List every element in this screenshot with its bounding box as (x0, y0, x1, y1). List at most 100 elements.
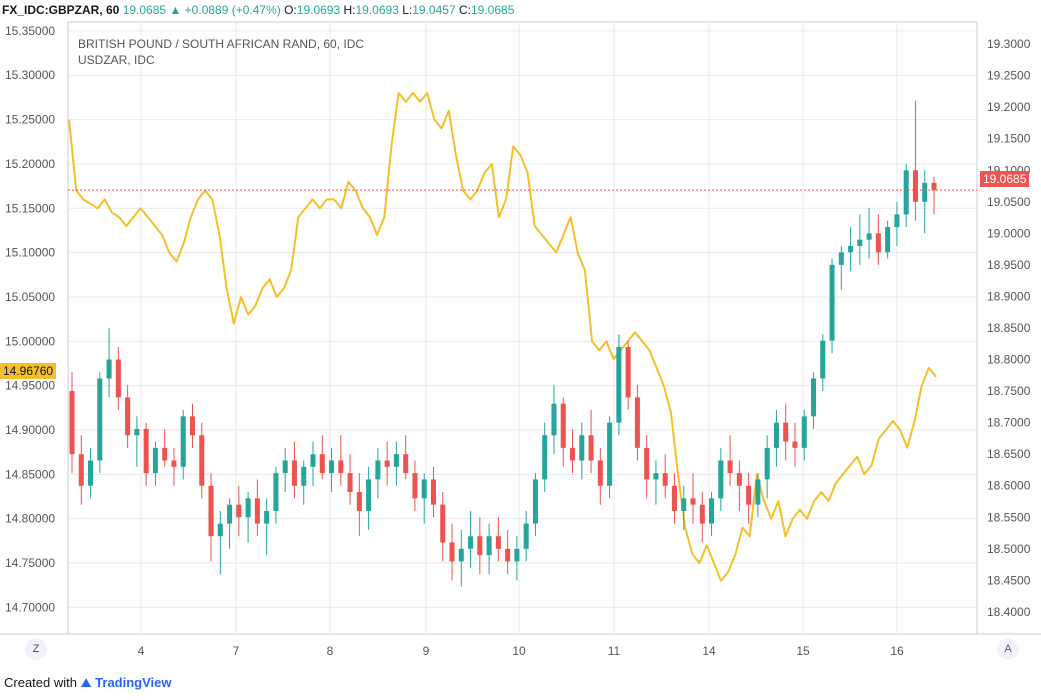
right-axis-tick-label: 18.4000 (987, 605, 1031, 619)
gbpzar-candle-body (393, 454, 399, 467)
gbpzar-candle-body (440, 504, 446, 543)
high-value: 19.0693 (355, 3, 399, 17)
gbpzar-candle-body (792, 441, 798, 448)
gbpzar-candle-body (801, 416, 807, 448)
gbpzar-candle-body (718, 460, 724, 499)
gbpzar-candle-body (217, 523, 223, 537)
low-value: 19.0457 (412, 3, 456, 17)
right-axis-tick-label: 18.7500 (987, 384, 1031, 398)
gbpzar-candle-body (875, 233, 881, 253)
gbpzar-candle-body (783, 422, 789, 442)
gbpzar-candle-body (171, 460, 177, 467)
gbpzar-candle-body (681, 498, 687, 511)
gbpzar-candle-body (486, 536, 492, 556)
gbpzar-candle-body (69, 391, 75, 455)
gbpzar-candle-body (755, 479, 761, 505)
left-axis-tick-label: 14.75000 (5, 556, 55, 570)
low-label: L: (402, 3, 413, 17)
gbpzar-candle-body (227, 504, 233, 524)
gbpzar-candle-body (319, 454, 325, 474)
gbpzar-candle-body (634, 397, 640, 448)
usdzar-last-price-tag: 14.96760 (0, 363, 57, 379)
open-value: 19.0693 (296, 3, 341, 17)
gbpzar-candle-body (468, 536, 474, 549)
plot-frame (67, 21, 978, 635)
gbpzar-candle-body (903, 170, 909, 215)
gbpzar-candle-body (125, 397, 131, 436)
left-axis-tick-label: 15.30000 (5, 68, 55, 82)
gbpzar-candle-body (542, 435, 548, 480)
gbpzar-last-price-tag: 19.0685 (980, 171, 1030, 187)
gbpzar-candle-body (310, 454, 316, 467)
gbpzar-candle-body (625, 346, 631, 398)
gbpzar-candle-body (922, 182, 928, 202)
gbpzar-candle-body (810, 378, 817, 417)
footer-brand[interactable]: TradingView (95, 675, 172, 690)
gbpzar-candle-body (421, 479, 427, 499)
gbpzar-candle-body (88, 460, 94, 486)
left-axis-tick-label: 15.35000 (5, 24, 55, 38)
x-axis-tick-label: 10 (512, 644, 526, 658)
right-axis-tick-label: 19.0500 (987, 195, 1031, 209)
gbpzar-candle-body (838, 252, 844, 265)
gbpzar-candle-body (653, 473, 659, 480)
gbpzar-candle-body (579, 435, 585, 461)
gbpzar-candle-body (848, 245, 854, 253)
open-label: O: (284, 3, 297, 17)
gbpzar-candle-body (597, 460, 603, 486)
gbpzar-candle-body (375, 460, 381, 480)
x-axis-tick-label: 9 (423, 644, 430, 658)
gbpzar-candle-body (291, 460, 297, 486)
timezone-button[interactable]: Z (25, 638, 47, 660)
right-axis-tick-label: 19.0000 (987, 226, 1031, 240)
right-axis-tick-label: 19.2500 (987, 69, 1031, 83)
last-price: 19.0685 (122, 3, 167, 17)
left-axis-tick-label: 15.00000 (5, 334, 55, 348)
gbpzar-candle-body (495, 536, 501, 549)
gbpzar-candle-body (709, 498, 715, 524)
x-axis-tick-label: 7 (233, 644, 240, 658)
compare-symbol-label: USDZAR, IDC (78, 53, 155, 67)
gbpzar-candle-body (338, 460, 344, 474)
gbpzar-candle-body (366, 479, 372, 511)
gbpzar-candle-body (412, 473, 418, 499)
gbpzar-candle-body (820, 340, 826, 379)
gbpzar-candle-body (569, 447, 576, 461)
gbpzar-candle-body (189, 416, 196, 436)
gbpzar-candle-body (449, 542, 455, 562)
gbpzar-candle-body (301, 466, 307, 486)
left-axis-tick-label: 14.95000 (5, 379, 55, 393)
right-axis-tick-label: 18.4500 (987, 573, 1031, 587)
x-axis-tick-label: 8 (327, 644, 334, 658)
left-axis-tick-label: 15.15000 (5, 201, 55, 215)
gbpzar-candle-body (273, 473, 279, 511)
right-axis-tick-label: 18.9000 (987, 289, 1031, 303)
auto-scale-button[interactable]: A (997, 638, 1019, 660)
gbpzar-candle-body (458, 548, 464, 562)
chart-title: BRITISH POUND / SOUTH AFRICAN RAND, 60, … (78, 37, 365, 51)
footer-prefix: Created with (4, 675, 77, 690)
gbpzar-candle-body (532, 479, 538, 524)
gbpzar-candle-body (282, 460, 288, 474)
gbpzar-candle-body (523, 523, 529, 549)
right-axis-tick-label: 18.8000 (987, 353, 1031, 367)
gbpzar-candle-body (347, 473, 353, 493)
gbpzar-candle-body (199, 435, 205, 486)
gbpzar-candle-body (727, 460, 733, 474)
gbpzar-candle-body (329, 460, 335, 474)
gbpzar-candle-body (746, 485, 752, 505)
right-axis-tick-label: 19.3000 (987, 37, 1031, 51)
right-axis-tick-label: 19.2000 (987, 100, 1031, 114)
gbpzar-candle-body (477, 536, 483, 556)
left-axis-tick-label: 15.05000 (5, 290, 55, 304)
gbpzar-candle-body (143, 428, 149, 474)
x-axis-tick-label: 14 (702, 644, 716, 658)
gbpzar-candle-body (180, 416, 186, 467)
gbpzar-candle-body (505, 548, 511, 562)
gbpzar-candle-body (162, 447, 168, 461)
gbpzar-candle-body (616, 346, 622, 423)
chart-header: FX_IDC:GBPZAR, 60 19.0685 ▲ +0.0889 (+0.… (2, 3, 514, 17)
high-label: H: (343, 3, 356, 17)
gbpzar-candle-body (551, 403, 557, 436)
